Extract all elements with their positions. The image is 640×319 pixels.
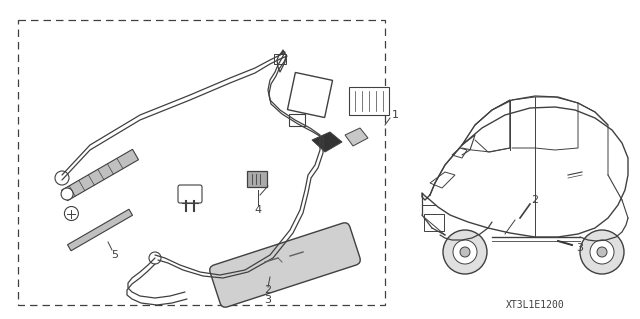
FancyBboxPatch shape xyxy=(67,209,132,251)
Circle shape xyxy=(443,230,487,274)
Circle shape xyxy=(597,247,607,257)
Circle shape xyxy=(61,188,73,200)
FancyBboxPatch shape xyxy=(424,214,444,231)
Circle shape xyxy=(460,247,470,257)
Text: 5: 5 xyxy=(111,250,118,260)
Circle shape xyxy=(590,240,614,264)
Polygon shape xyxy=(452,148,467,158)
Circle shape xyxy=(149,252,161,264)
Text: 2: 2 xyxy=(531,195,539,205)
Circle shape xyxy=(55,171,69,185)
Circle shape xyxy=(65,206,79,220)
Text: 4: 4 xyxy=(255,205,262,215)
FancyBboxPatch shape xyxy=(349,87,389,115)
FancyBboxPatch shape xyxy=(289,114,305,126)
FancyBboxPatch shape xyxy=(287,72,333,117)
FancyBboxPatch shape xyxy=(210,223,360,307)
FancyBboxPatch shape xyxy=(61,149,138,201)
Text: 3: 3 xyxy=(577,243,584,253)
Text: 1: 1 xyxy=(392,110,399,120)
FancyBboxPatch shape xyxy=(178,185,202,203)
FancyBboxPatch shape xyxy=(247,171,267,187)
Text: 2: 2 xyxy=(264,285,271,295)
Bar xyxy=(18,20,385,305)
FancyBboxPatch shape xyxy=(274,54,286,64)
Polygon shape xyxy=(312,132,342,152)
Polygon shape xyxy=(345,128,368,146)
Text: XT3L1E1200: XT3L1E1200 xyxy=(506,300,564,310)
Polygon shape xyxy=(430,172,455,188)
Circle shape xyxy=(580,230,624,274)
Circle shape xyxy=(453,240,477,264)
Text: 3: 3 xyxy=(264,295,271,305)
